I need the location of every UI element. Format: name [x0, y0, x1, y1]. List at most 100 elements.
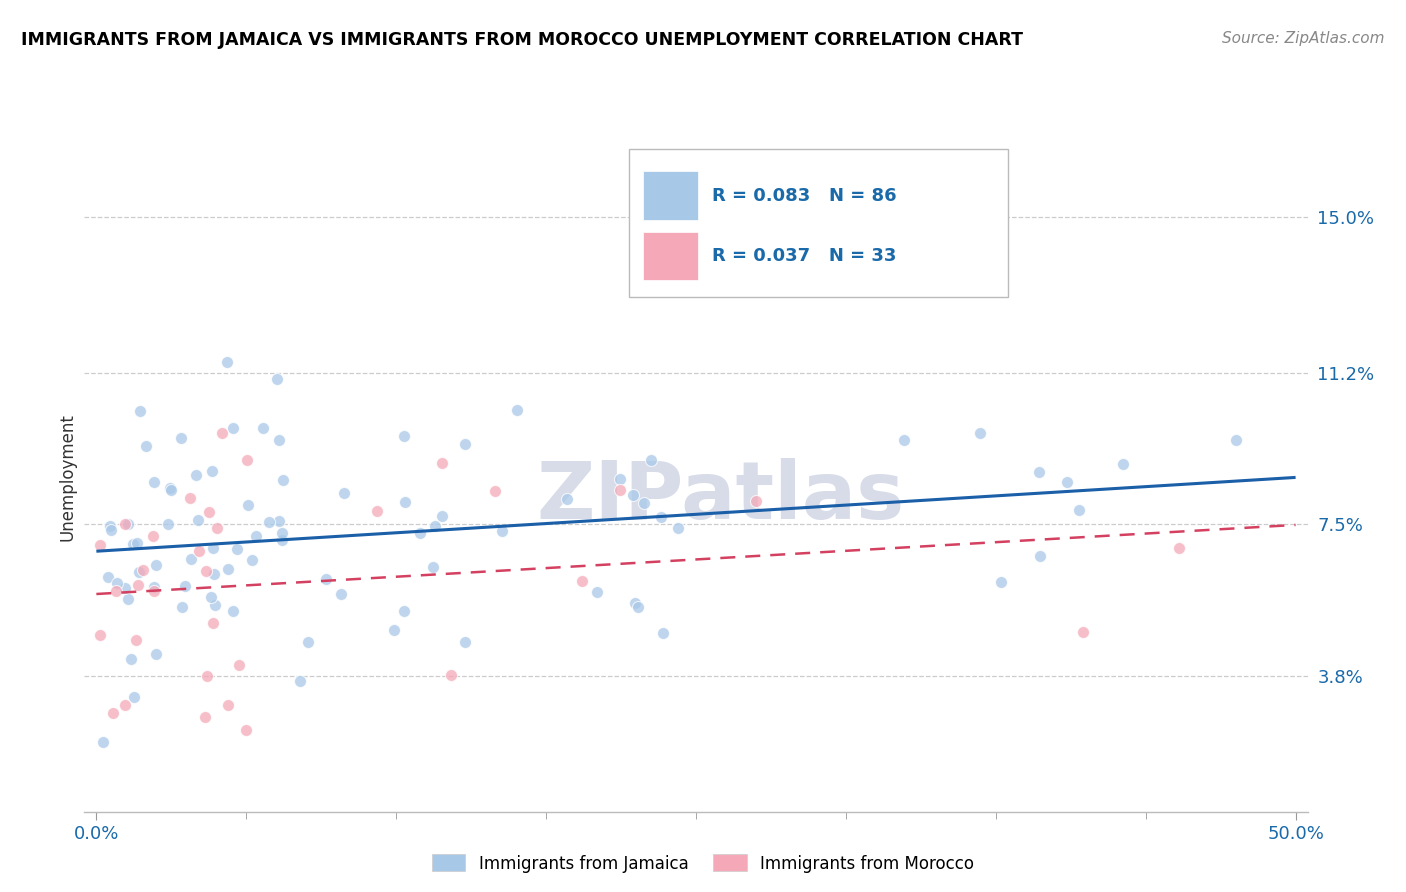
Point — [236, 498, 259, 512]
Point — [127, 578, 149, 592]
Point — [114, 516, 136, 531]
Point — [125, 536, 148, 550]
Point — [169, 431, 191, 445]
Point — [197, 505, 219, 519]
Point — [100, 523, 122, 537]
Point — [120, 652, 142, 666]
Point — [204, 598, 226, 612]
Point — [1028, 465, 1050, 479]
Point — [453, 436, 475, 450]
Point — [142, 529, 165, 543]
Point — [222, 421, 245, 435]
Point — [91, 735, 114, 749]
Point — [187, 513, 209, 527]
Point — [200, 590, 222, 604]
Point — [211, 425, 233, 440]
Point — [145, 647, 167, 661]
Point — [969, 425, 991, 440]
Point — [1225, 433, 1247, 447]
Point — [143, 584, 166, 599]
FancyBboxPatch shape — [644, 232, 699, 280]
Point — [104, 584, 127, 599]
Point — [1069, 502, 1091, 516]
Point — [129, 404, 152, 418]
FancyBboxPatch shape — [644, 171, 699, 219]
Point — [893, 433, 915, 447]
Point — [114, 581, 136, 595]
Point — [288, 673, 311, 688]
Point — [180, 551, 202, 566]
Point — [128, 566, 150, 580]
Point — [89, 538, 111, 552]
Point — [745, 494, 768, 508]
Text: ZIPatlas: ZIPatlas — [536, 458, 904, 536]
Point — [160, 483, 183, 497]
Point — [174, 579, 197, 593]
Point — [333, 486, 356, 500]
Point — [101, 706, 124, 720]
Point — [392, 603, 415, 617]
Point — [297, 635, 319, 649]
Point — [409, 526, 432, 541]
Text: IMMIGRANTS FROM JAMAICA VS IMMIGRANTS FROM MOROCCO UNEMPLOYMENT CORRELATION CHAR: IMMIGRANTS FROM JAMAICA VS IMMIGRANTS FR… — [21, 31, 1024, 49]
Point — [217, 562, 239, 576]
Point — [195, 565, 218, 579]
Legend: Immigrants from Jamaica, Immigrants from Morocco: Immigrants from Jamaica, Immigrants from… — [425, 847, 981, 880]
Point — [228, 657, 250, 672]
Point — [633, 496, 655, 510]
Point — [145, 558, 167, 573]
Point — [990, 575, 1012, 590]
Point — [122, 690, 145, 705]
Point — [157, 516, 180, 531]
Point — [271, 526, 294, 541]
Point — [571, 574, 593, 589]
Point — [422, 560, 444, 574]
Point — [125, 632, 148, 647]
Point — [217, 698, 239, 713]
Point — [194, 710, 217, 724]
Point — [394, 495, 416, 509]
Point — [1112, 457, 1135, 471]
Point — [267, 515, 290, 529]
Point — [179, 491, 201, 506]
Point — [1168, 541, 1191, 556]
Point — [235, 723, 257, 737]
Point — [135, 439, 157, 453]
Point — [330, 587, 353, 601]
Point — [117, 517, 139, 532]
Point — [202, 616, 225, 631]
Point — [89, 628, 111, 642]
Point — [226, 541, 249, 556]
Point — [195, 669, 218, 683]
Point — [624, 596, 647, 610]
Point — [172, 599, 194, 614]
Point — [131, 563, 153, 577]
Point — [117, 591, 139, 606]
Point — [392, 428, 415, 442]
Point — [491, 524, 513, 538]
Point — [240, 553, 263, 567]
Point — [609, 472, 631, 486]
Point — [245, 529, 267, 543]
Point — [506, 402, 529, 417]
Point — [430, 508, 453, 523]
Point — [1029, 549, 1052, 564]
Point — [266, 372, 288, 386]
Point — [259, 516, 281, 530]
Point — [159, 481, 181, 495]
Point — [236, 453, 259, 467]
Text: R = 0.037   N = 33: R = 0.037 N = 33 — [711, 247, 896, 266]
Point — [105, 575, 128, 590]
Point — [586, 585, 609, 599]
Y-axis label: Unemployment: Unemployment — [58, 413, 76, 541]
Point — [143, 475, 166, 489]
Point — [430, 457, 453, 471]
Point — [186, 467, 208, 482]
Point — [315, 572, 337, 586]
Point — [270, 533, 292, 547]
Point — [609, 483, 631, 497]
Point — [222, 604, 245, 618]
Point — [440, 667, 463, 681]
Point — [201, 541, 224, 555]
Point — [627, 600, 650, 615]
